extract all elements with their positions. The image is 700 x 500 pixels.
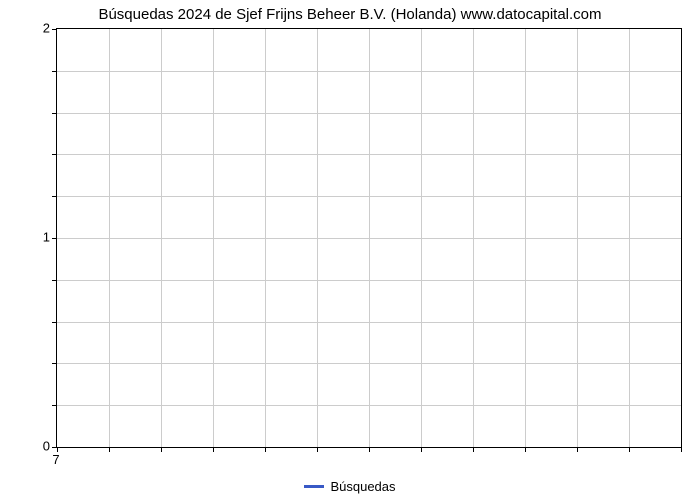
y-tick xyxy=(52,113,57,114)
gridline-h xyxy=(57,363,681,364)
plot-area xyxy=(56,28,682,448)
x-tick-label: 7 xyxy=(52,452,59,467)
x-tick xyxy=(317,447,318,452)
gridline-h xyxy=(57,154,681,155)
y-tick xyxy=(52,71,57,72)
y-tick-label: 2 xyxy=(10,21,50,36)
legend-label-busquedas: Búsquedas xyxy=(330,479,395,494)
gridline-h xyxy=(57,238,681,239)
x-tick xyxy=(265,447,266,452)
legend-swatch-busquedas xyxy=(304,485,324,488)
gridline-h xyxy=(57,71,681,72)
y-tick xyxy=(52,280,57,281)
x-tick xyxy=(213,447,214,452)
y-tick xyxy=(52,322,57,323)
y-tick-label: 1 xyxy=(10,230,50,245)
y-tick xyxy=(52,363,57,364)
gridline-h xyxy=(57,196,681,197)
y-tick xyxy=(52,154,57,155)
gridline-h xyxy=(57,113,681,114)
x-tick xyxy=(629,447,630,452)
y-tick-label: 0 xyxy=(10,439,50,454)
x-tick xyxy=(473,447,474,452)
chart-title: Búsquedas 2024 de Sjef Frijns Beheer B.V… xyxy=(0,6,700,23)
y-tick xyxy=(52,196,57,197)
x-tick xyxy=(525,447,526,452)
x-tick xyxy=(577,447,578,452)
y-tick xyxy=(52,405,57,406)
gridline-h xyxy=(57,405,681,406)
y-tick xyxy=(52,447,57,448)
chart-container: Búsquedas 2024 de Sjef Frijns Beheer B.V… xyxy=(0,0,700,500)
x-tick xyxy=(421,447,422,452)
y-tick xyxy=(52,238,57,239)
x-tick xyxy=(369,447,370,452)
x-tick xyxy=(109,447,110,452)
x-tick xyxy=(681,447,682,452)
gridline-h xyxy=(57,280,681,281)
legend: Búsquedas xyxy=(0,478,700,494)
y-tick xyxy=(52,29,57,30)
gridline-h xyxy=(57,322,681,323)
x-tick xyxy=(161,447,162,452)
